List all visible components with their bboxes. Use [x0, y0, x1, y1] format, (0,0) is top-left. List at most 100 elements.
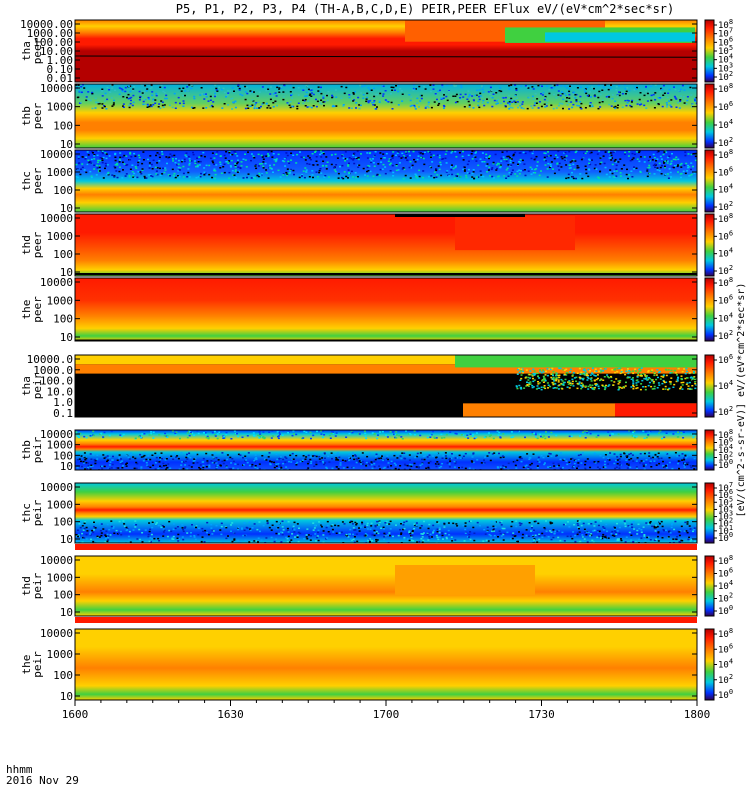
colorbar-tick-label: 108	[718, 554, 733, 567]
colorbar-tick-label: 106	[718, 567, 733, 580]
panel-name-line2: peir	[31, 436, 44, 463]
panel-frame	[74, 429, 698, 471]
y-tick-label: 10000	[40, 554, 73, 567]
x-tick-label: 1700	[373, 708, 400, 721]
panel-frame	[74, 555, 698, 617]
y-tick-label: 10	[60, 138, 73, 151]
panel-thc-peir: 10000100010010thcpeir1071061051041031021…	[20, 471, 733, 546]
y-tick-label: 1000	[47, 101, 74, 114]
colorbar	[704, 277, 715, 342]
y-tick-label: 100	[53, 184, 73, 197]
panel-name-line2: peir	[31, 651, 44, 678]
colorbar	[704, 354, 715, 418]
y-tick-label: 1000	[47, 571, 74, 584]
y-tick-label: 1000.0	[33, 364, 73, 377]
panel-name-line2: peir	[31, 372, 44, 399]
colorbar-tick-label: 104	[718, 311, 733, 324]
y-tick-label: 1000	[47, 648, 74, 661]
colorbar-tick-label: 102	[718, 592, 733, 605]
colorbar-tick-label: 106	[718, 229, 733, 242]
y-tick-label: 100.0	[40, 375, 73, 388]
y-tick-label: 100	[53, 669, 73, 682]
colorbar-tick-label: 106	[718, 100, 733, 113]
panel-name-line1: the	[20, 655, 33, 675]
colorbar-tick-label: 108	[718, 627, 733, 640]
colorbar-tick-label: 104	[718, 379, 733, 392]
y-tick-label: 1000	[47, 498, 74, 511]
y-tick-label: 10000	[40, 276, 73, 289]
colorbar-tick-label: 106	[718, 353, 733, 366]
panel-name-line2: peer	[31, 37, 44, 64]
colorbar	[704, 149, 715, 213]
x-tick-label: 1600	[62, 708, 89, 721]
y-tick-label: 10	[60, 533, 73, 546]
panel-frame	[74, 149, 698, 213]
colorbar-label: [eV/(cm^2-s-sr-eV)] eV/(eV*cm^2*sec*sr)	[736, 283, 747, 518]
y-tick-label: 0.1	[53, 407, 73, 420]
panel-frame	[74, 83, 698, 149]
panel-name-line1: tha	[20, 41, 33, 61]
colorbar-tick-label: 106	[718, 294, 733, 307]
panel-frame	[74, 482, 698, 544]
y-tick-label: 100	[53, 248, 73, 261]
time-axis-label-line1: hhmm	[6, 763, 33, 776]
y-tick-label: 100	[53, 313, 73, 326]
separator-strip	[75, 617, 697, 623]
panel-name-line2: peir	[31, 572, 44, 599]
y-tick-label: 100	[53, 119, 73, 132]
panel-name-line1: thb	[20, 106, 33, 126]
colorbar-tick-label: 104	[718, 183, 733, 196]
panel-name-line2: peer	[31, 102, 44, 129]
colorbar-tick-label: 104	[718, 579, 733, 592]
panel-name-line2: peer	[31, 167, 44, 194]
y-tick-label: 1000	[47, 439, 74, 452]
colorbar	[704, 19, 715, 83]
spectrogram	[75, 278, 697, 341]
spectrogram	[75, 355, 697, 417]
figure-title: P5, P1, P2, P3, P4 (TH-A,B,C,D,E) PEIR,P…	[175, 2, 675, 16]
y-tick-label: 10.0	[47, 385, 74, 398]
y-tick-label: 1000	[47, 294, 74, 307]
y-tick-label: 100	[53, 516, 73, 529]
panel-name-line2: peer	[31, 296, 44, 323]
panel-frame	[74, 213, 698, 277]
colorbar-tick-label: 108	[718, 276, 733, 289]
colorbar	[704, 482, 715, 544]
time-axis-label-line2: 2016 Nov 29	[6, 774, 79, 787]
y-tick-label: 10	[60, 202, 73, 215]
colorbar-tick-label: 104	[718, 118, 733, 131]
y-tick-label: 10	[60, 460, 73, 473]
colorbar-tick-label: 100	[718, 604, 733, 617]
colorbar-tick-label: 100	[718, 688, 733, 701]
spectrogram	[75, 629, 697, 700]
panel-frame	[74, 354, 698, 418]
spectrogram	[75, 483, 697, 543]
spectrogram	[75, 20, 697, 82]
y-tick-label: 1000.00	[27, 27, 73, 40]
panel-name-line2: peer	[31, 231, 44, 258]
spectrogram	[75, 430, 697, 470]
panel-name-line1: thd	[20, 576, 33, 596]
colorbar-tick-label: 106	[718, 642, 733, 655]
colorbar	[704, 429, 715, 471]
y-tick-label: 10000	[40, 212, 73, 225]
spectrogram	[75, 84, 697, 148]
colorbar-tick-label: 102	[718, 405, 733, 418]
y-tick-label: 10.00	[40, 45, 73, 58]
y-tick-label: 10000	[40, 627, 73, 640]
colorbar-tick-label: 104	[718, 247, 733, 260]
panel-name-line1: tha	[20, 376, 33, 396]
colorbar-tick-label: 102	[718, 673, 733, 686]
time-axis-label: hhmm 2016 Nov 29	[6, 764, 79, 786]
y-tick-label: 10	[60, 331, 73, 344]
spectrogram	[75, 214, 697, 276]
y-tick-label: 10000	[40, 82, 73, 95]
